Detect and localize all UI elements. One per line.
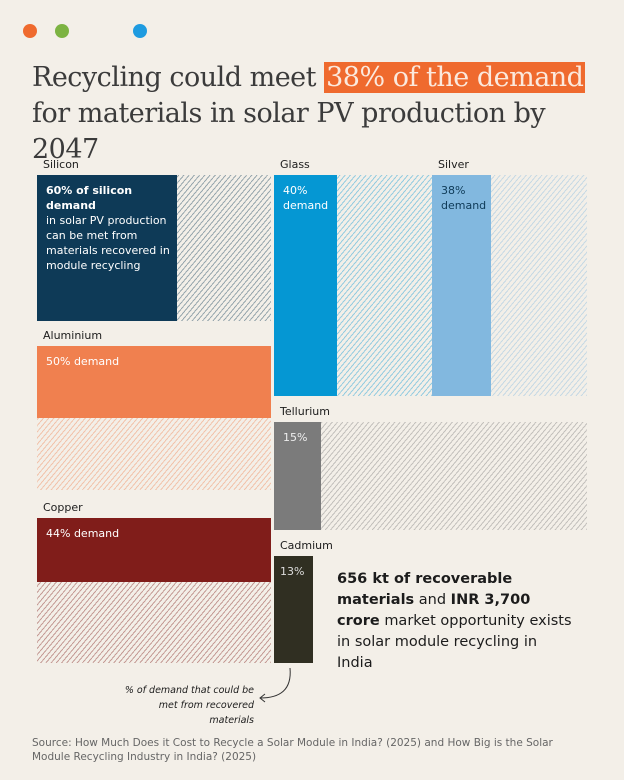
value-label: 50% demand (46, 355, 120, 368)
demand-fill: 44% demand (37, 518, 271, 582)
annotation: % of demand that could be met from recov… (124, 685, 254, 726)
value-text: 13% (280, 564, 310, 579)
material-label: Aluminium (43, 329, 103, 342)
value-label: 13% (280, 565, 305, 578)
decor-dot (133, 24, 147, 38)
demand-fill: 38% demand (432, 175, 491, 396)
callout-bold: 656 kt of recoverable materials (337, 571, 513, 608)
value-label: 15% (283, 431, 308, 444)
material-block: 44% demand (37, 518, 271, 663)
title-text: for materials in solar PV production by … (32, 98, 546, 165)
title: Recycling could meet 38% of the demand f… (32, 60, 602, 168)
material-label: Tellurium (280, 405, 330, 418)
material-label: Silver (438, 158, 469, 171)
material-block: 60% of silicon demand in solar PV product… (37, 175, 271, 321)
value-text: 15% (283, 430, 323, 445)
material-label: Cadmium (280, 539, 333, 552)
callout-text: market opportunity exists in solar modul… (337, 613, 572, 671)
value-text: 38% demand (441, 183, 491, 213)
callout: 656 kt of recoverable materials and INR … (337, 569, 577, 674)
source: Source: How Much Does it Cost to Recycle… (32, 737, 553, 763)
demand-fill: 60% of silicon demand in solar PV product… (37, 175, 178, 321)
decor-dot (55, 24, 69, 38)
material-block: 13% (274, 556, 313, 663)
value-text: 50% demand (46, 354, 246, 369)
material-block: 15% (274, 422, 587, 530)
value-text: 60% of silicon demand in solar PV product… (46, 183, 176, 273)
title-text: Recycling could meet (32, 62, 317, 93)
arrow-head (259, 693, 266, 703)
material-block: 40% demand (274, 175, 432, 396)
material-label: Glass (280, 158, 310, 171)
callout-text: and (418, 592, 447, 608)
value-label: 60% of silicon demand (46, 184, 133, 212)
demand-fill: 50% demand (37, 346, 271, 418)
value-label: 38% demand (441, 184, 487, 212)
value-note: in solar PV production can be met from m… (46, 214, 170, 272)
demand-fill: 13% (274, 556, 313, 663)
arrow-curve (259, 667, 291, 699)
material-label: Copper (43, 501, 83, 514)
demand-fill: 15% (274, 422, 321, 530)
material-block: 50% demand (37, 346, 271, 490)
callout-bold: INR 3,700 crore (337, 592, 531, 629)
value-label: 40% demand (283, 184, 329, 212)
value-text: 40% demand (283, 183, 333, 213)
title-highlight: 38% of the demand (324, 62, 586, 93)
decor-dot (23, 24, 37, 38)
demand-fill: 40% demand (274, 175, 338, 396)
value-text: 44% demand (46, 526, 246, 541)
value-label: 44% demand (46, 527, 120, 540)
annotation-arrow (259, 667, 291, 703)
material-block: 38% demand (432, 175, 587, 396)
material-label: Silicon (43, 158, 79, 171)
